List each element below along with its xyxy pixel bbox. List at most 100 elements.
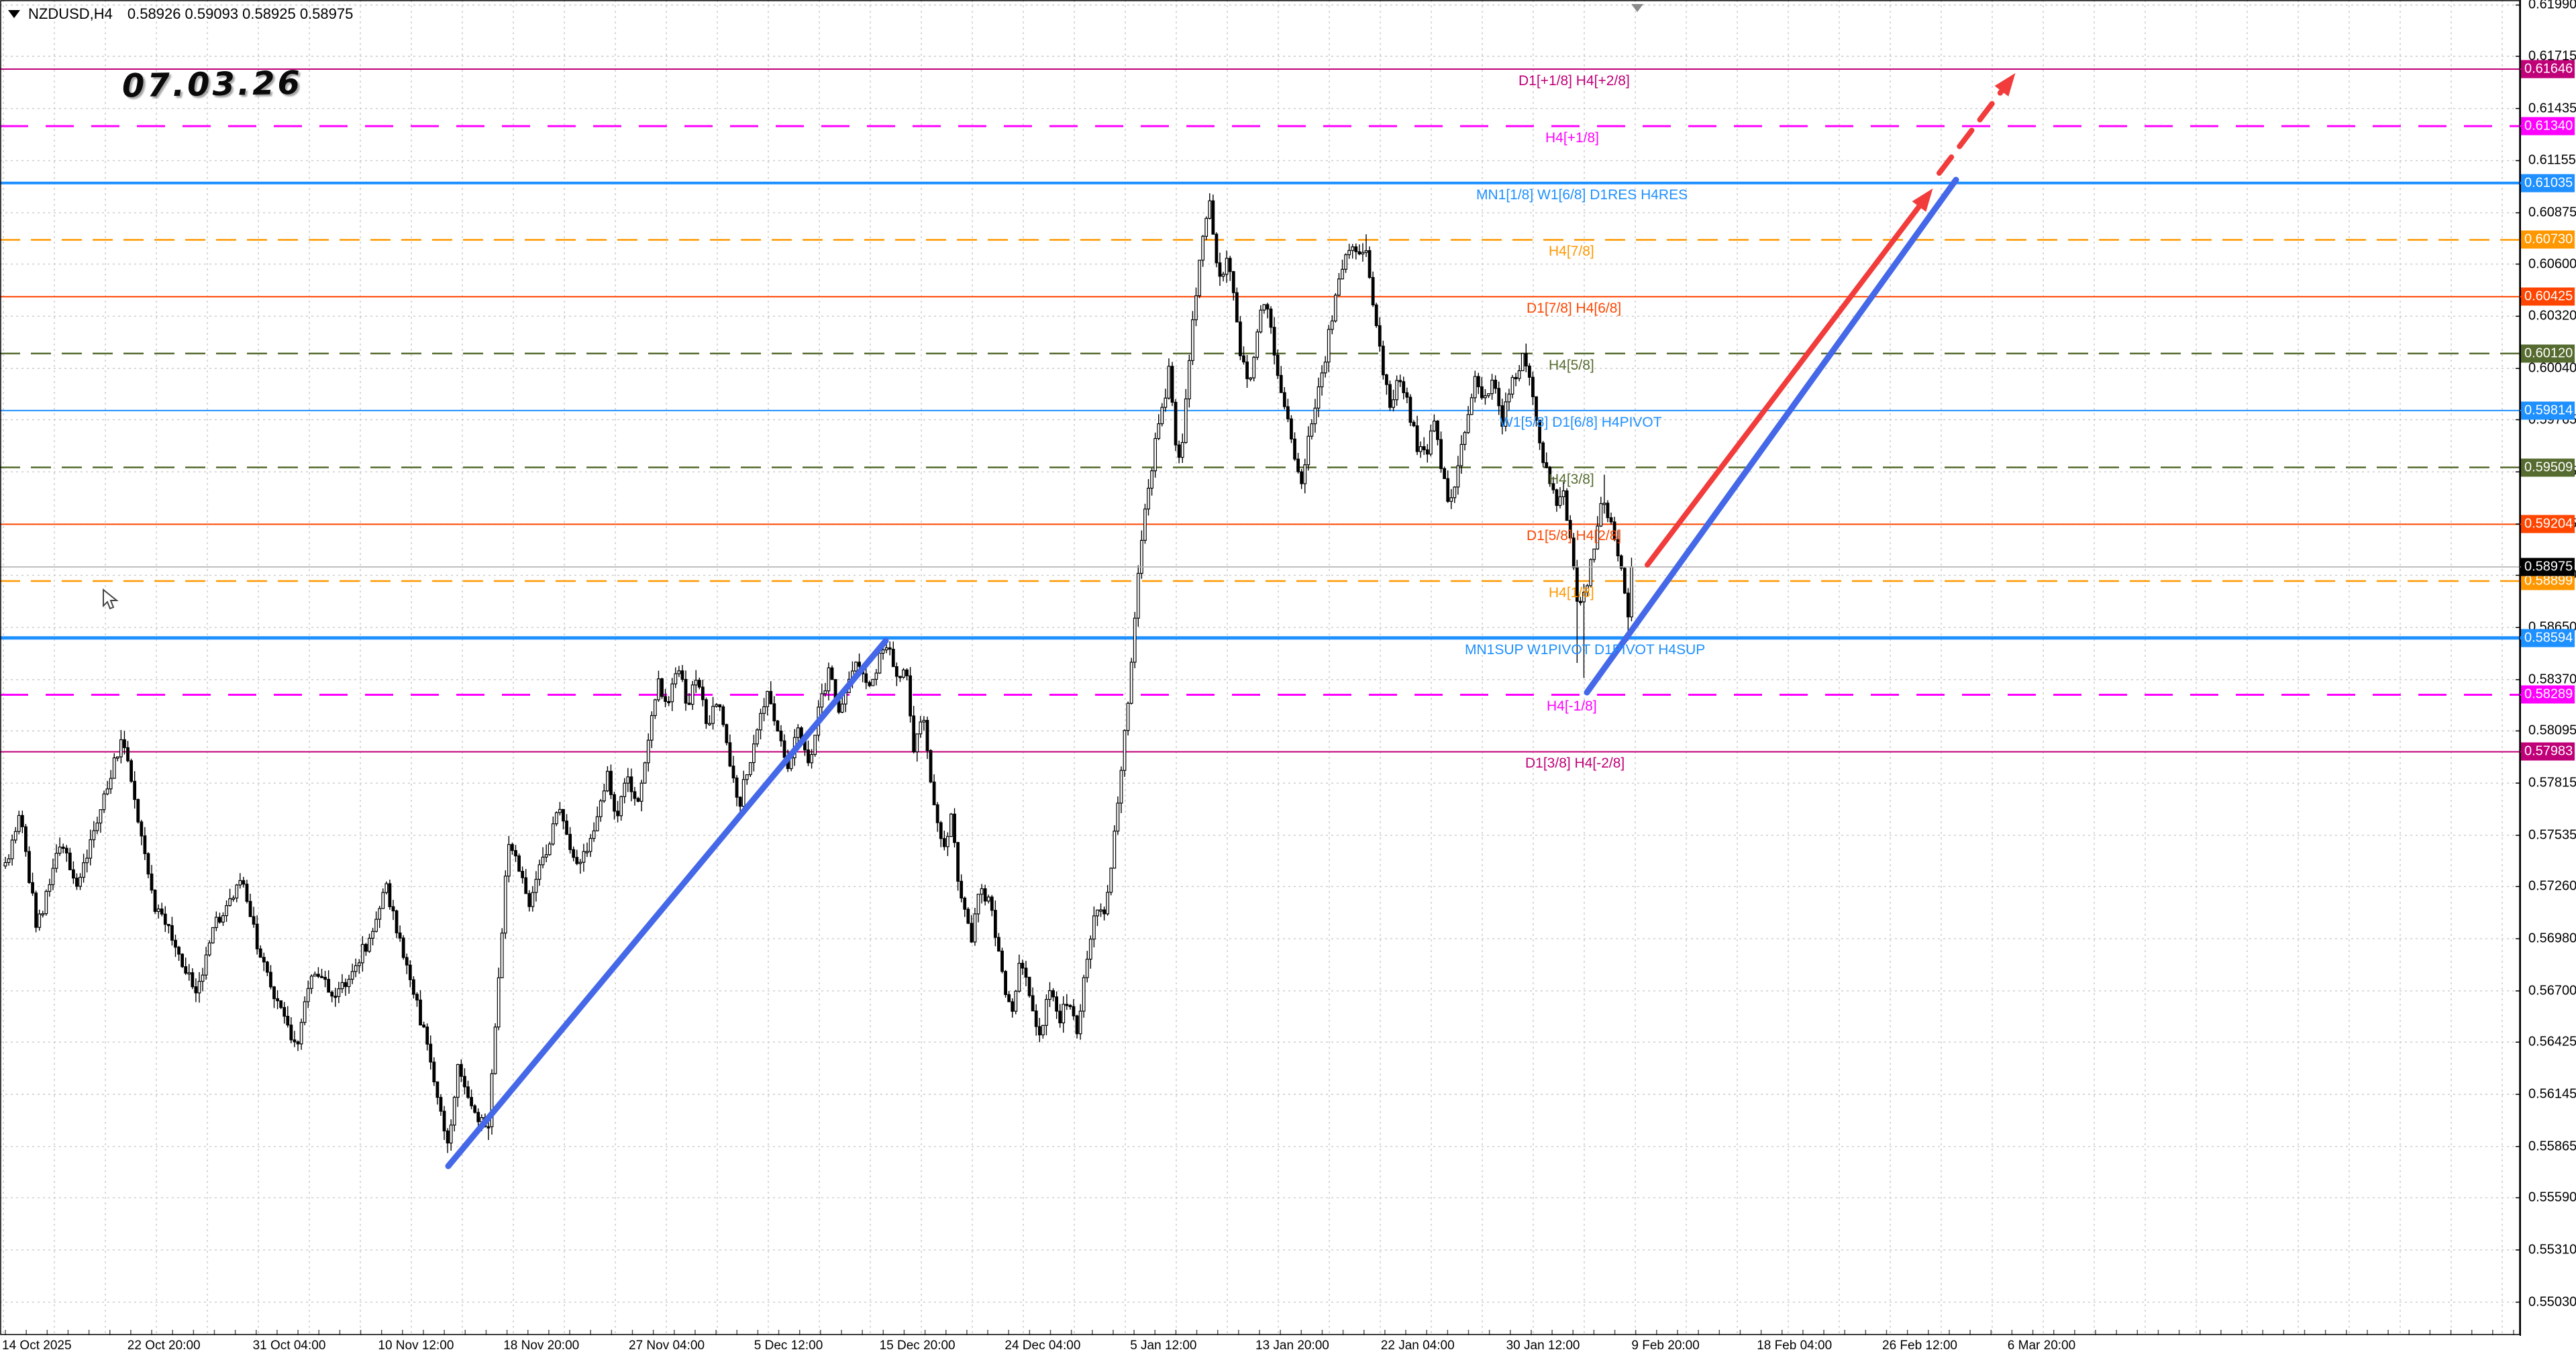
candle-body: [1194, 295, 1198, 321]
price-tick-label: 0.60600: [2528, 256, 2576, 272]
projection-arrow-solid-arrowhead: [1912, 188, 1933, 212]
candle-body: [888, 647, 892, 650]
candle-body: [1521, 353, 1525, 372]
candle-body: [126, 747, 130, 762]
candle-body: [1099, 909, 1102, 912]
level-price-badge: 0.59814: [2521, 401, 2575, 420]
candle-body: [1626, 592, 1630, 618]
candle-body: [643, 762, 647, 784]
murrey-level-label: H4[3/8]: [1549, 471, 1594, 487]
handwritten-date-annotation[interactable]: 07.03.26: [121, 64, 303, 105]
candle-body: [415, 994, 419, 1001]
candle-body: [1109, 868, 1113, 893]
candle-body: [1157, 423, 1161, 439]
price-tick-label: 0.55865: [2528, 1139, 2576, 1154]
candle-body: [1385, 374, 1388, 385]
candle-body: [629, 776, 633, 792]
candle-body: [95, 823, 99, 831]
candle-body: [1293, 438, 1296, 460]
candle-body: [1524, 353, 1528, 367]
chart-shift-marker-icon[interactable]: [1631, 4, 1643, 12]
candle-body: [807, 749, 810, 764]
candle-body: [657, 678, 660, 700]
candle-body: [715, 704, 719, 707]
support-trendline-current[interactable]: [1584, 176, 1959, 696]
candle-body: [942, 838, 946, 847]
chart-canvas[interactable]: [0, 0, 2521, 1336]
candle-body: [20, 815, 24, 827]
candle-body: [99, 809, 103, 824]
candle-body: [1191, 319, 1194, 361]
level-price-badge: 0.61646: [2521, 60, 2575, 79]
candle-body: [858, 662, 861, 667]
candle-body: [1078, 1010, 1082, 1035]
candle-body: [1347, 250, 1351, 256]
candle-body: [493, 1027, 497, 1074]
price-tick-label: 0.57535: [2528, 827, 2576, 843]
candle-body: [531, 892, 535, 907]
candle-body: [1378, 325, 1382, 347]
candle-body: [1231, 271, 1235, 293]
candle-body: [840, 703, 844, 713]
candle-body: [197, 980, 201, 994]
time-axis[interactable]: 14 Oct 2025 22 Oct 20:00 31 Oct 04:00 10 No…: [0, 1336, 2576, 1356]
candle-body: [980, 888, 984, 895]
candle-body: [265, 961, 269, 973]
candle-body: [986, 896, 990, 902]
murrey-level-label: H4[7/8]: [1549, 244, 1594, 260]
candle-body: [1045, 998, 1048, 1026]
candle-body: [235, 884, 239, 899]
candle-body: [1586, 585, 1589, 593]
murrey-level-label: D1[5/8] H4[2/8]: [1527, 528, 1622, 544]
candle-body: [1320, 372, 1324, 388]
candle-body: [228, 898, 232, 906]
candle-body: [299, 1022, 303, 1045]
candle-body: [766, 690, 770, 707]
candle-body: [572, 849, 576, 858]
candle-body: [1535, 396, 1538, 421]
candle-body: [517, 855, 521, 872]
price-tick-label: 0.55310: [2528, 1242, 2576, 1257]
candle-body: [1276, 354, 1280, 376]
candle-body: [1507, 393, 1511, 403]
candle-body: [245, 884, 249, 902]
projection-arrow-solid[interactable]: [1645, 193, 1930, 568]
candle-body: [1439, 439, 1443, 469]
candle-body: [626, 776, 630, 784]
candle-body: [368, 937, 371, 952]
candle-body: [306, 988, 310, 1002]
level-price-badge: 0.60730: [2521, 230, 2575, 249]
candle-body: [432, 1061, 436, 1082]
candle-body: [1545, 462, 1549, 468]
candle-body: [1351, 246, 1355, 251]
symbol-dropdown-icon[interactable]: [8, 10, 20, 18]
candle-body: [898, 676, 902, 678]
candle-body: [89, 839, 93, 859]
price-tick-label: 0.60320: [2528, 308, 2576, 323]
candle-body: [759, 713, 762, 731]
candle-body: [459, 1063, 463, 1077]
candle-body: [1419, 446, 1423, 452]
candle-body: [565, 821, 568, 835]
candle-body: [1415, 425, 1419, 452]
price-tick-label: 0.60875: [2528, 205, 2576, 220]
price-tick-label: 0.58370: [2528, 672, 2576, 687]
time-tick-label: 13 Jan 20:00: [1255, 1339, 1329, 1353]
candle-body: [929, 750, 933, 783]
chart-plot-area[interactable]: NZDUSD,H4 0.58926 0.59093 0.58925 0.5897…: [0, 0, 2521, 1336]
candle-body: [58, 846, 62, 854]
candle-body: [983, 888, 987, 902]
candle-body: [1443, 468, 1447, 479]
candle-body: [1453, 486, 1457, 499]
candle-body: [1429, 430, 1433, 455]
projection-arrow-dashed[interactable]: [1937, 78, 2012, 176]
support-trendline-nov-dec[interactable]: [445, 637, 889, 1169]
candle-body: [1510, 376, 1514, 395]
candle-body: [1313, 407, 1317, 425]
candle-body: [1456, 465, 1460, 488]
candle-body: [181, 953, 185, 968]
candle-body: [813, 735, 817, 755]
candle-body: [966, 908, 970, 924]
candle-body: [1177, 444, 1181, 458]
candle-body: [64, 847, 68, 853]
